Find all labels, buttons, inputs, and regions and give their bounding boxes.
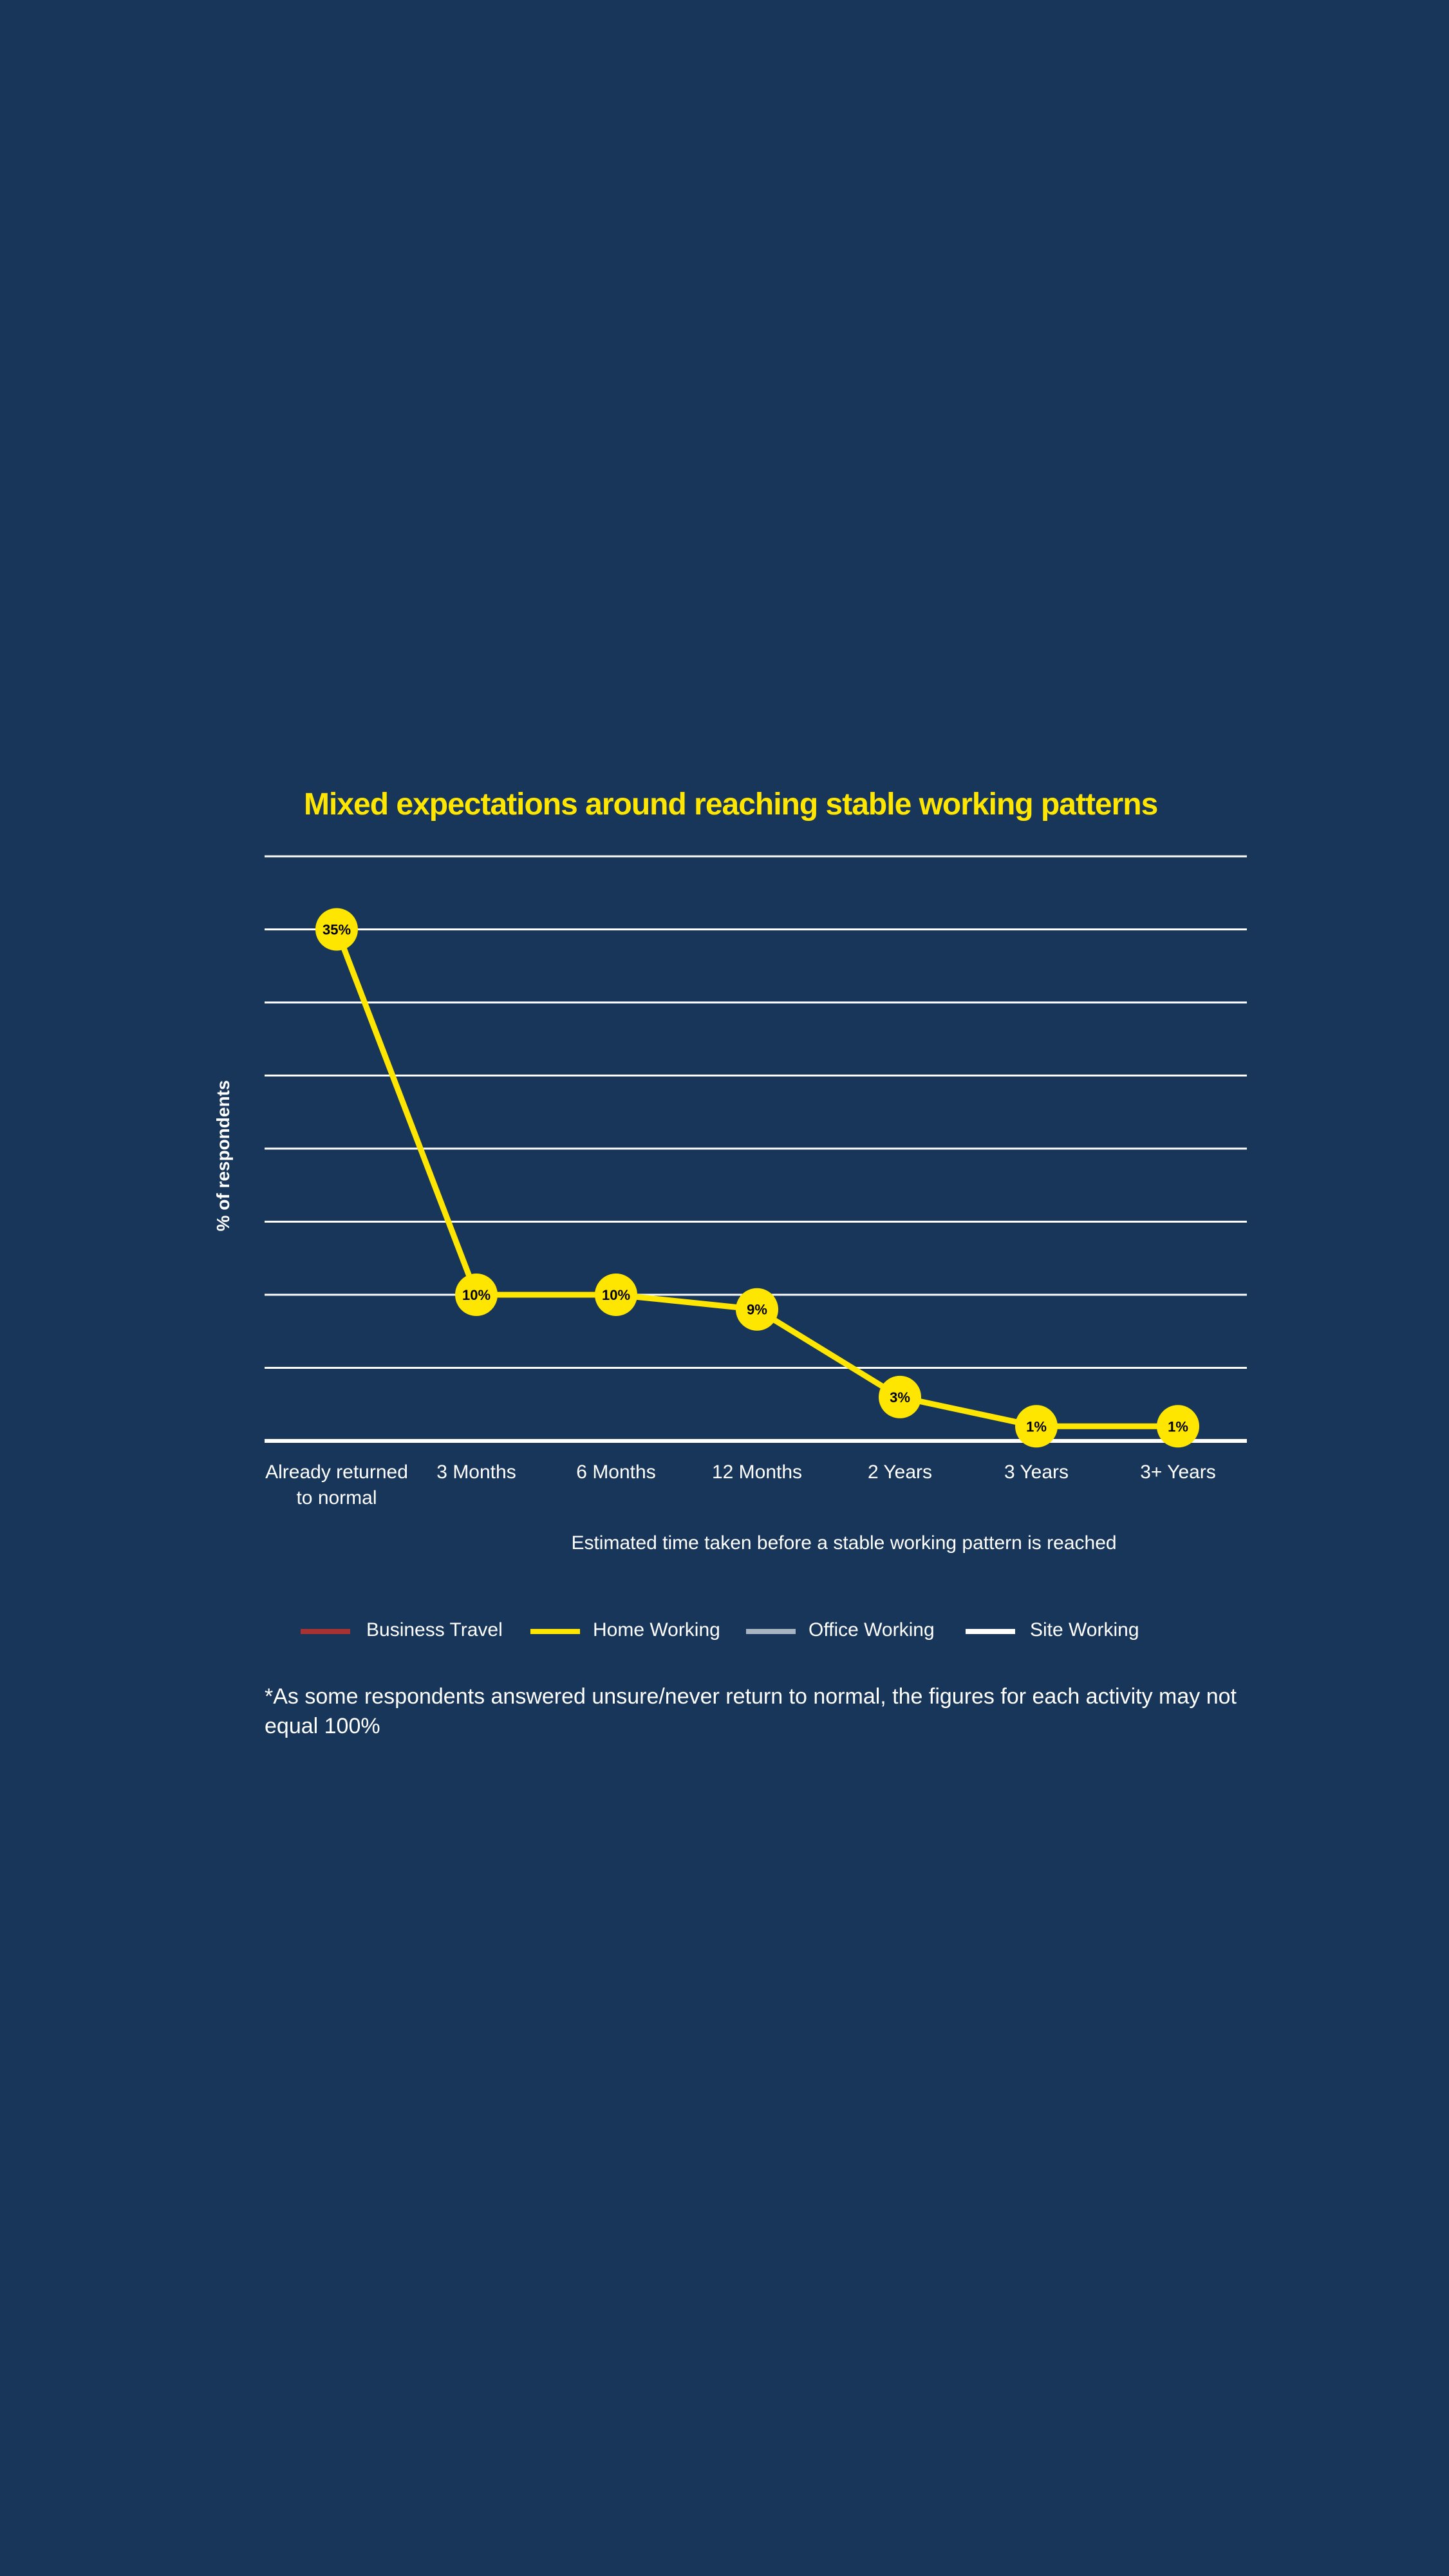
data-point bbox=[736, 1288, 778, 1331]
legend-swatch bbox=[530, 1629, 580, 1634]
data-label: 3% bbox=[890, 1389, 910, 1406]
x-tick-label-line: Already returned bbox=[265, 1462, 408, 1483]
legend-label: Site Working bbox=[1030, 1619, 1139, 1641]
x-tick-label: 3 Years bbox=[1004, 1460, 1069, 1485]
x-tick-label-line: 12 Months bbox=[711, 1462, 803, 1483]
legend-label: Business Travel bbox=[366, 1619, 503, 1641]
data-point bbox=[315, 908, 358, 951]
legend-label: Home Working bbox=[593, 1619, 720, 1641]
x-tick-label: 6 Months bbox=[576, 1460, 655, 1485]
series-line-home-working bbox=[333, 928, 1178, 1429]
x-tick-label: 2 Years bbox=[868, 1460, 932, 1485]
data-point bbox=[879, 1375, 921, 1418]
x-tick-label: 12 Months bbox=[712, 1460, 802, 1485]
x-tick-label-line: 3 Months bbox=[436, 1462, 516, 1483]
x-tick-label: 3+ Years bbox=[1140, 1460, 1216, 1485]
data-label: 35% bbox=[323, 922, 351, 938]
data-point bbox=[1157, 1405, 1199, 1448]
x-tick-label: 3 Months bbox=[436, 1460, 516, 1485]
data-label: 1% bbox=[1026, 1418, 1047, 1434]
data-point bbox=[1015, 1405, 1058, 1448]
data-point bbox=[455, 1274, 498, 1316]
data-label: 1% bbox=[1168, 1418, 1188, 1434]
x-tick-label-line: 3 Years bbox=[1004, 1462, 1069, 1483]
legend-swatch bbox=[966, 1629, 1015, 1634]
legend-swatch bbox=[301, 1629, 350, 1634]
data-label: 10% bbox=[462, 1287, 491, 1303]
data-label: 10% bbox=[602, 1287, 630, 1303]
x-tick-label-line: to normal bbox=[296, 1487, 377, 1509]
legend-swatch bbox=[746, 1629, 796, 1634]
chart-title: Mixed expectations around reaching stabl… bbox=[304, 787, 1158, 822]
data-label: 9% bbox=[747, 1302, 767, 1318]
data-point bbox=[595, 1274, 637, 1316]
footnote: *As some respondents answered unsure/nev… bbox=[265, 1684, 1237, 1738]
legend-label: Office Working bbox=[809, 1619, 935, 1641]
x-tick-label-line: 6 Months bbox=[576, 1462, 656, 1483]
x-tick-label: Already returned to normal bbox=[265, 1460, 408, 1511]
x-axis-label: Estimated time taken before a stable wor… bbox=[571, 1532, 1117, 1554]
x-tick-label-line: 2 Years bbox=[867, 1462, 933, 1483]
x-tick-label-line: 3+ Years bbox=[1140, 1462, 1216, 1483]
